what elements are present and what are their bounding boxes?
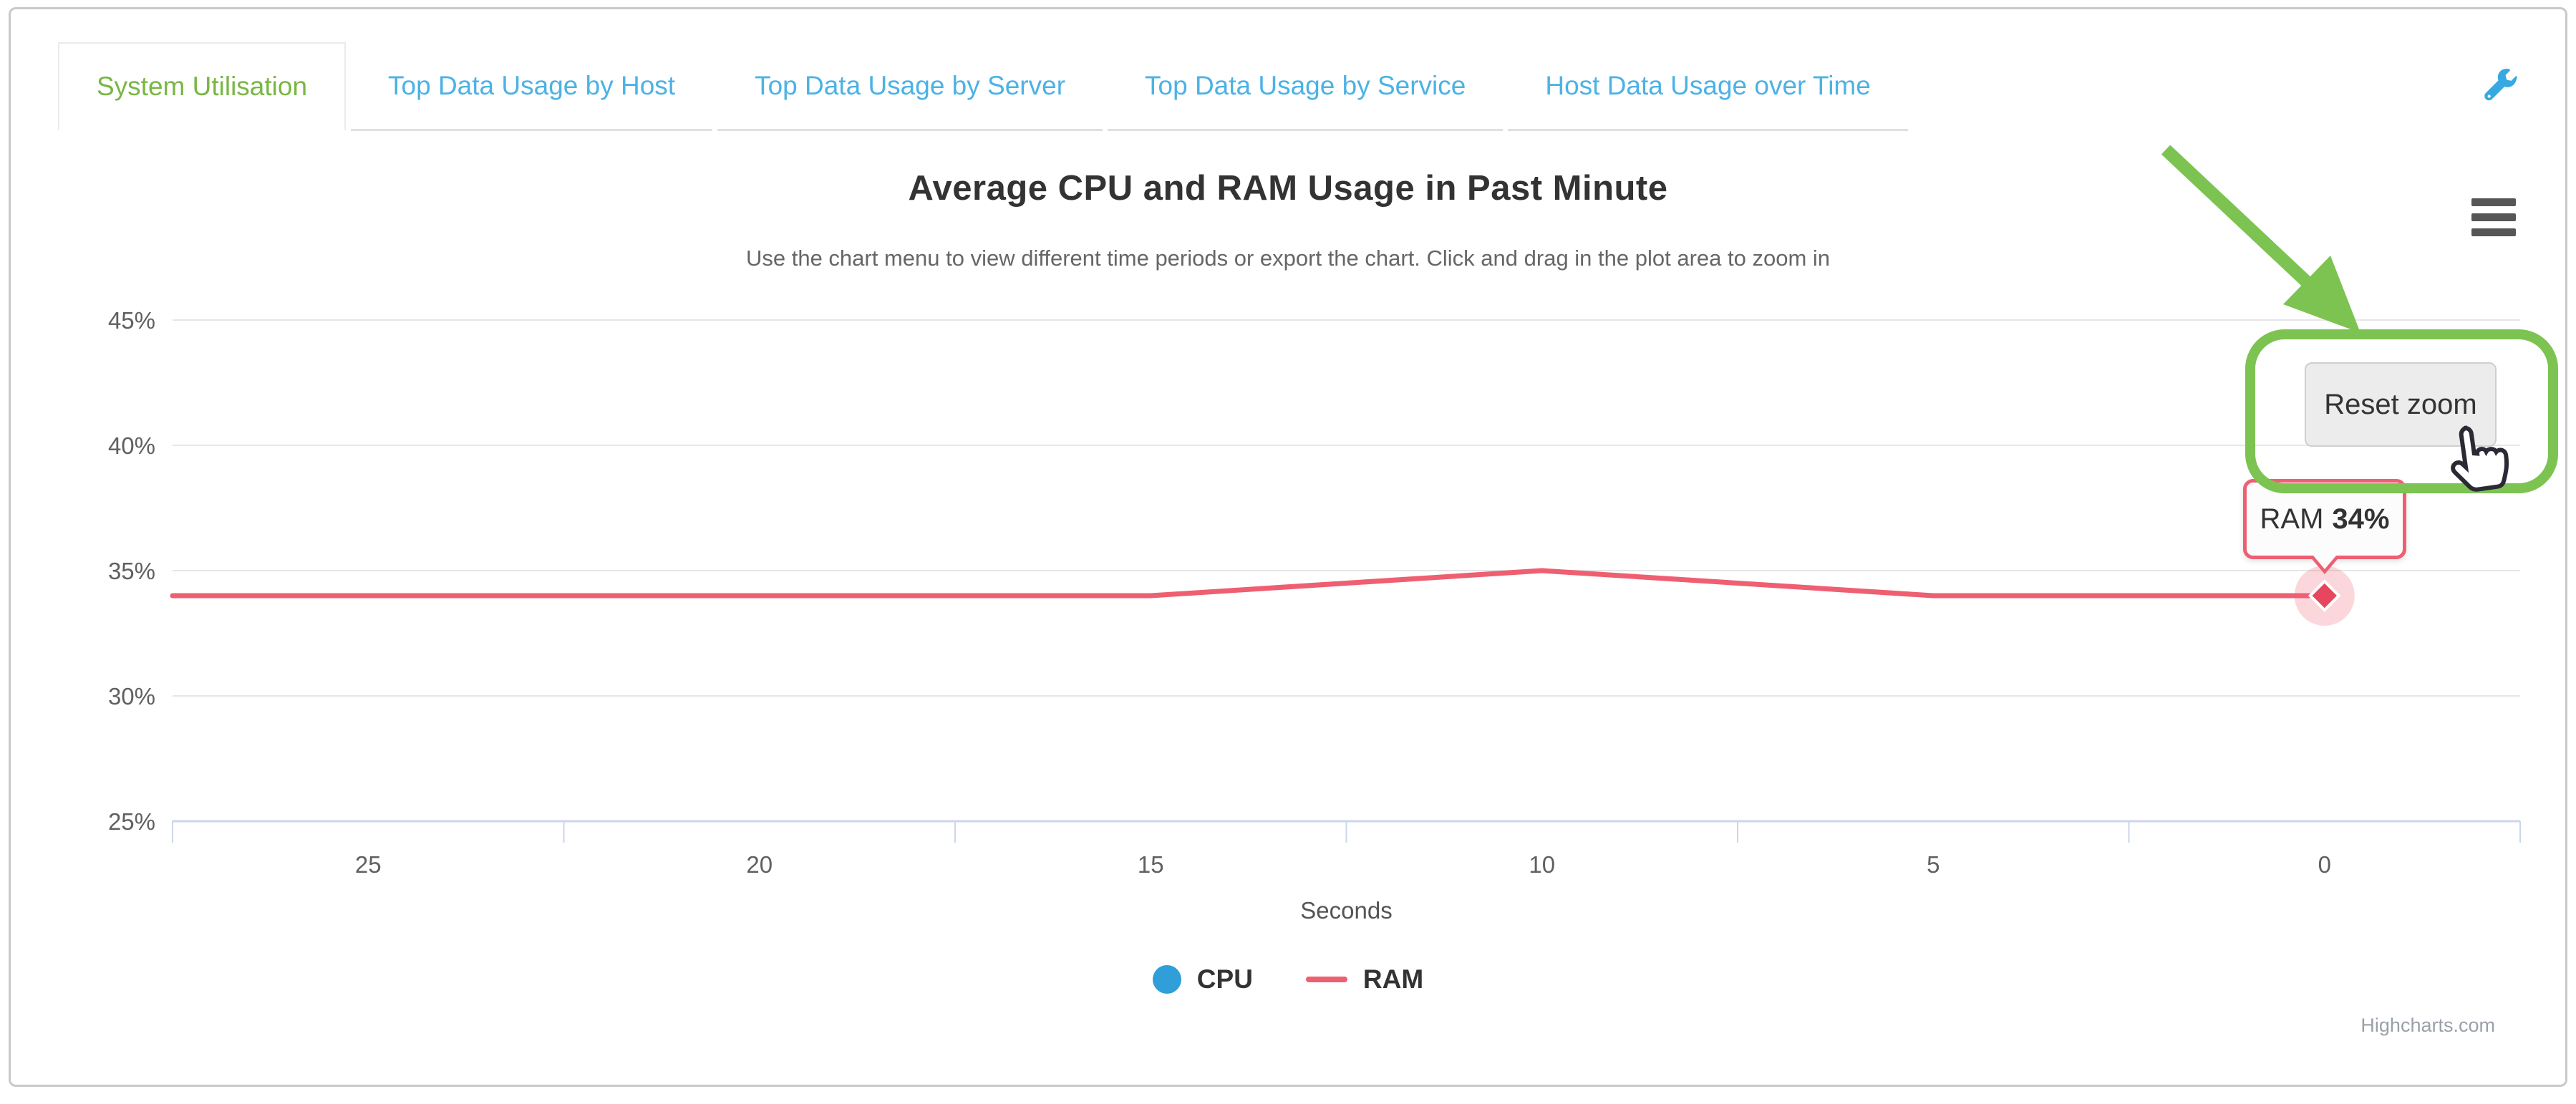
x-axis-tick-label: 20 <box>746 851 773 878</box>
chart-menu-hamburger-icon[interactable] <box>2471 198 2516 243</box>
x-axis-tick-label: 10 <box>1529 851 1555 878</box>
chart-subtitle: Use the chart menu to view different tim… <box>745 246 1831 271</box>
y-axis-tick-label: 45% <box>108 307 155 334</box>
x-axis-tick-label: 25 <box>355 851 382 878</box>
chart-title: Average CPU and RAM Usage in Past Minute <box>908 169 1668 208</box>
y-axis-tick-label: 35% <box>108 558 155 584</box>
x-axis-tick-label: 5 <box>1927 851 1940 878</box>
legend-marker-ram <box>1305 977 1347 982</box>
y-axis-tick-label: 30% <box>108 683 155 710</box>
tab-bar: System Utilisation Top Data Usage by Host… <box>58 42 1913 131</box>
highcharts-credit-link[interactable]: Highcharts.com <box>2360 1015 2495 1036</box>
legend-item-ram[interactable]: RAM <box>1305 964 1424 994</box>
legend-item-cpu[interactable]: CPU <box>1152 964 1253 994</box>
tooltip-value: 34% <box>2332 503 2390 535</box>
legend-label: RAM <box>1362 964 1424 994</box>
tab-top-data-usage-by-server[interactable]: Top Data Usage by Server <box>717 42 1103 131</box>
x-axis-tick-label: 15 <box>1138 851 1164 878</box>
wrench-icon[interactable] <box>2481 67 2521 107</box>
tooltip-series-name: RAM <box>2260 503 2324 535</box>
tab-system-utilisation[interactable]: System Utilisation <box>58 42 347 131</box>
tab-top-data-usage-by-host[interactable]: Top Data Usage by Host <box>351 42 713 131</box>
tab-host-data-usage-over-time[interactable]: Host Data Usage over Time <box>1508 42 1908 131</box>
series-line-ram <box>170 568 2328 599</box>
legend-label: CPU <box>1196 964 1253 994</box>
tab-top-data-usage-by-service[interactable]: Top Data Usage by Service <box>1108 42 1504 131</box>
chart-legend: CPU RAM <box>11 964 2565 994</box>
ram-point-marker <box>2308 579 2341 612</box>
y-axis-tick-label: 25% <box>108 808 155 835</box>
y-axis-tick-label: 40% <box>108 432 155 459</box>
plot-area[interactable]: 45% 40% 35% 30% 25% 25 20 15 10 5 0 Seconds <box>11 9 2576 1104</box>
annotation-highlight-box <box>2245 329 2558 493</box>
legend-marker-cpu <box>1152 965 1181 994</box>
dashboard-card: System Utilisation Top Data Usage by Host… <box>9 7 2567 1087</box>
x-axis-title: Seconds <box>1300 897 1392 924</box>
x-axis-tick-label: 0 <box>2318 851 2331 878</box>
